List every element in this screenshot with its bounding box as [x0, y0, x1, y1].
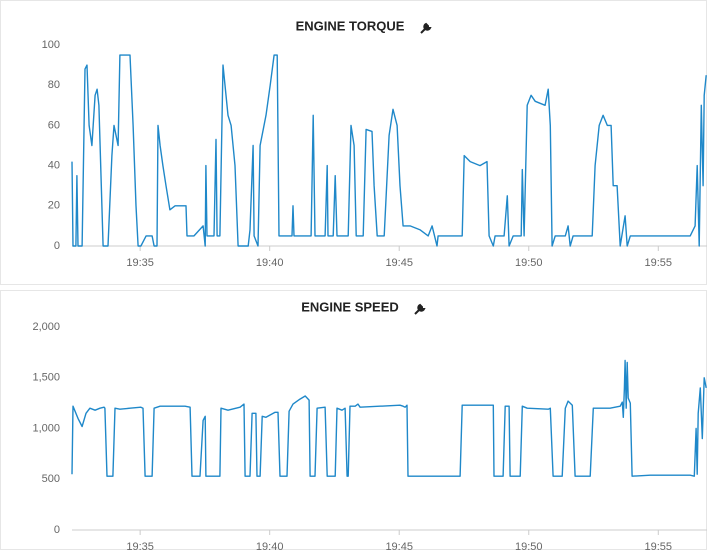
x-tick-label: 19:35 — [126, 257, 154, 269]
x-tick-label: 19:40 — [256, 541, 284, 550]
chart-title: ENGINE TORQUE — [296, 18, 405, 33]
data-line — [71, 359, 707, 477]
y-tick-label: 80 — [48, 79, 60, 91]
y-tick-label: 0 — [54, 524, 60, 536]
panel — [0, 290, 707, 550]
y-tick-label: 40 — [48, 160, 60, 172]
x-tick-label: 19:35 — [126, 541, 154, 550]
y-tick-label: 1,000 — [32, 422, 60, 434]
y-tick-label: 20 — [48, 200, 60, 212]
settings-icon[interactable] — [414, 303, 426, 315]
y-tick-label: 100 — [42, 39, 60, 51]
y-tick-label: 2,000 — [32, 321, 60, 333]
y-tick-label: 60 — [48, 119, 60, 131]
x-tick-label: 19:50 — [515, 257, 543, 269]
y-tick-label: 0 — [54, 240, 60, 252]
x-tick-label: 19:45 — [385, 541, 413, 550]
data-line — [71, 54, 707, 247]
y-tick-label: 500 — [42, 473, 60, 485]
y-tick-label: 1,500 — [32, 372, 60, 384]
settings-icon[interactable] — [420, 22, 432, 34]
x-tick-label: 19:55 — [645, 541, 673, 550]
x-tick-label: 19:55 — [645, 257, 673, 269]
chart-title: ENGINE SPEED — [301, 299, 399, 314]
x-tick-label: 19:40 — [256, 257, 284, 269]
x-tick-label: 19:50 — [515, 541, 543, 550]
x-tick-label: 19:45 — [385, 257, 413, 269]
